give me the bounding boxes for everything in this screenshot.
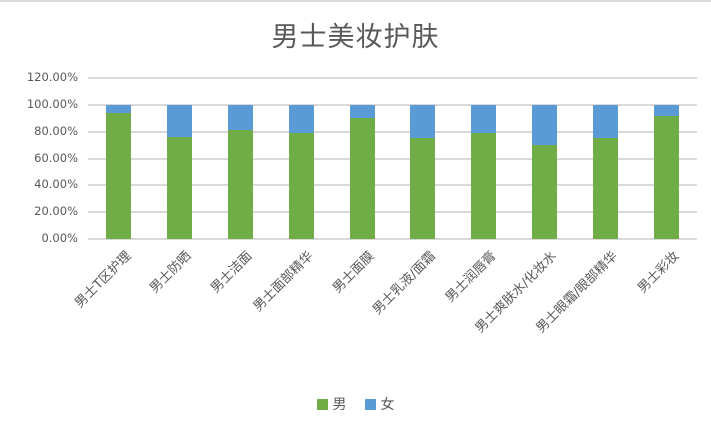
gridline <box>88 77 697 79</box>
y-axis-tick-label: 100.00% <box>26 96 78 111</box>
x-axis-category-label: 男士彩妆 <box>634 248 682 297</box>
x-axis-category-label: 男士防晒 <box>147 248 195 297</box>
bar-segment-女 <box>654 104 680 116</box>
y-axis-tick-label: 80.00% <box>34 123 78 138</box>
bar-segment-女 <box>593 104 619 139</box>
legend-item-女: 女 <box>364 394 395 414</box>
y-axis-tick-label: 40.00% <box>34 177 78 192</box>
chart-legend: 男女 <box>0 394 711 414</box>
bar-segment-女 <box>410 104 436 139</box>
bar-segment-女 <box>532 104 558 146</box>
chart-title: 男士美妆护肤 <box>271 22 440 53</box>
bar-segment-女 <box>105 104 131 113</box>
x-axis-category-label: 男士洁面 <box>208 248 256 297</box>
gridline <box>88 103 697 106</box>
gridline <box>88 130 697 133</box>
x-axis-category-label: 男士润唇膏 <box>442 248 500 306</box>
bar-segment-男 <box>166 137 192 239</box>
x-axis-category-label: 男士面部精华 <box>250 248 317 315</box>
bar-segment-女 <box>288 104 314 134</box>
gridline <box>88 184 697 187</box>
bar-segment-女 <box>166 104 192 138</box>
gridline <box>88 157 697 160</box>
bar-segment-女 <box>227 104 253 131</box>
bar-segment-女 <box>349 104 375 119</box>
gridline <box>88 238 697 240</box>
bar-segment-男 <box>654 115 680 239</box>
legend-swatch-icon <box>364 398 376 410</box>
legend-label: 男 <box>332 397 347 413</box>
y-axis-tick-label: 0.00% <box>41 231 78 245</box>
bar-segment-男 <box>227 130 253 239</box>
x-axis-category-label: 男士T区护理 <box>71 248 134 312</box>
y-axis-tick-label: 120.00% <box>26 70 78 84</box>
legend-item-男: 男 <box>316 394 347 414</box>
x-axis-category-label: 男士面膜 <box>330 248 378 297</box>
bar-segment-男 <box>593 138 619 239</box>
bar-segment-男 <box>288 133 314 239</box>
x-axis-category-label: 男士乳液/面霜 <box>369 248 439 318</box>
bar-segment-男 <box>349 118 375 239</box>
bar-segment-男 <box>105 112 131 239</box>
plot-area <box>88 77 697 240</box>
gridline <box>88 211 697 214</box>
bar-segment-男 <box>532 145 558 239</box>
bar-segment-女 <box>471 104 497 134</box>
bar-segment-男 <box>471 133 497 239</box>
legend-swatch-icon <box>316 398 328 410</box>
legend-label: 女 <box>380 397 395 413</box>
y-axis-tick-label: 60.00% <box>34 150 78 165</box>
bar-segment-男 <box>410 138 436 239</box>
y-axis-tick-label: 20.00% <box>34 204 78 219</box>
